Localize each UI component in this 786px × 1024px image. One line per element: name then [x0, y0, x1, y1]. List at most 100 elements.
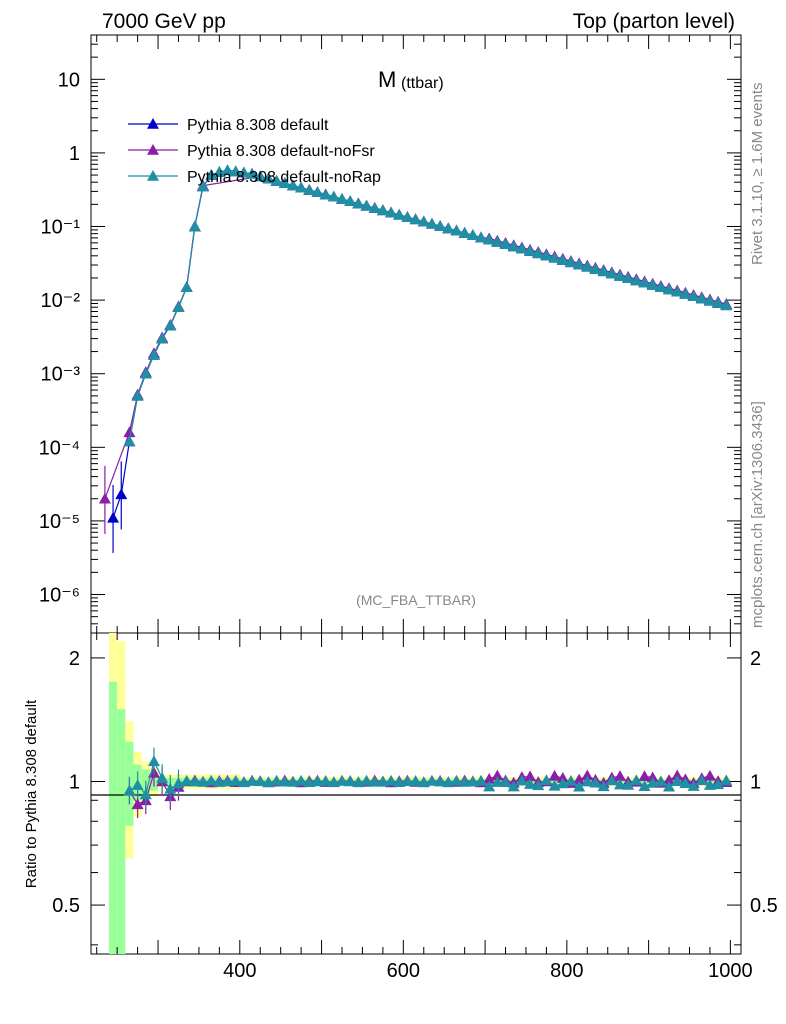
- series-marker: [540, 249, 553, 261]
- series-marker: [180, 281, 193, 292]
- ratio-marker: [499, 776, 512, 787]
- ratio-marker: [483, 780, 496, 792]
- series-line: [104, 175, 727, 500]
- series-marker: [278, 177, 291, 188]
- ratio-marker: [229, 774, 242, 786]
- ratio-marker: [466, 775, 479, 787]
- series-marker: [311, 186, 324, 198]
- series-marker: [597, 265, 610, 277]
- ratio-plot-panel: 2 2 1 1 0.5 0.5 400 600 800 1000 Ratio to Pythia…: [23, 632, 778, 982]
- series-marker: [336, 192, 349, 204]
- ratio-y-tick-label: 2: [69, 648, 80, 670]
- ratio-marker: [622, 778, 635, 790]
- y-tick-label: 10⁻²: [41, 290, 81, 312]
- series-marker: [205, 169, 218, 180]
- series-marker: [613, 269, 626, 281]
- legend-label: Pythia 8.308 default-noRap: [187, 169, 381, 186]
- ratio-marker: [156, 771, 169, 783]
- ratio-marker: [409, 775, 422, 786]
- series-marker: [679, 287, 692, 299]
- series-marker: [286, 179, 299, 191]
- series-marker: [237, 166, 250, 178]
- series-marker: [671, 285, 684, 297]
- ratio-marker: [638, 780, 651, 791]
- series-marker: [352, 197, 365, 209]
- ratio-marker: [131, 779, 144, 790]
- ratio-marker: [368, 775, 381, 787]
- y-tick-label: 10⁻⁶: [39, 585, 80, 607]
- ratio-marker: [213, 776, 226, 787]
- rivet-version-label: Rivet 3.1.10, ≥ 1.6M events: [749, 83, 766, 266]
- series-marker: [221, 164, 234, 176]
- ratio-marker: [573, 780, 586, 792]
- series-marker: [515, 242, 528, 254]
- series-marker: [229, 165, 242, 177]
- ratio-band-inner: [108, 681, 118, 954]
- x-tick-label: 1000: [708, 960, 753, 982]
- series-marker: [262, 172, 275, 184]
- main-x-axis: [96, 35, 731, 633]
- ratio-marker: [319, 774, 332, 786]
- ratio-marker: [581, 775, 594, 787]
- ratio-y-axis: 2 2 1 1 0.5 0.5: [52, 648, 778, 946]
- ratio-marker: [507, 780, 520, 792]
- legend-label: Pythia 8.308 default-noFsr: [187, 143, 375, 160]
- legend-marker: [147, 144, 159, 155]
- ratio-marker: [663, 780, 676, 792]
- ratio-marker: [671, 775, 684, 786]
- ratio-y-label: Ratio to Pythia 8.308 default: [23, 699, 40, 888]
- series-marker: [327, 190, 340, 202]
- x-tick-label: 400: [223, 960, 256, 982]
- ratio-plot-frame: [90, 632, 742, 955]
- series-marker: [319, 188, 332, 200]
- series-marker: [98, 492, 111, 504]
- series-marker: [630, 274, 643, 286]
- ratio-marker: [491, 769, 504, 781]
- ratio-marker: [515, 774, 528, 786]
- main-y-axis: 10 1 10⁻¹ 10⁻² 10⁻³ 10⁻⁴ 10⁻⁵ 10⁻⁶: [39, 34, 741, 634]
- plot-title-sub: (ttbar): [401, 75, 444, 92]
- ratio-y-tick-label: 1: [750, 771, 761, 793]
- series-marker: [663, 283, 676, 295]
- ratio-marker: [425, 774, 438, 786]
- ratio-y-tick-label: 1: [69, 771, 80, 793]
- series-line: [128, 169, 727, 442]
- mcplots-label: mcplots.cern.ch [arXiv:1306.3436]: [749, 401, 766, 628]
- main-plot-panel: 10 1 10⁻¹ 10⁻² 10⁻³ 10⁻⁴ 10⁻⁵ 10⁻⁶ M (ttbar) (M…: [39, 34, 742, 634]
- ratio-marker: [695, 774, 708, 786]
- ratio-marker: [205, 774, 218, 786]
- ratio-marker: [254, 775, 267, 787]
- x-tick-label: 600: [387, 960, 420, 982]
- ratio-y-tick-label: 0.5: [52, 895, 80, 917]
- ratio-marker: [638, 770, 651, 781]
- ratio-marker: [613, 770, 626, 781]
- series-marker: [246, 167, 259, 179]
- series-marker: [466, 229, 479, 240]
- ratio-band-inner: [117, 709, 126, 954]
- ratio-marker: [532, 779, 545, 791]
- ratio-marker: [139, 788, 152, 800]
- legend-label: Pythia 8.308 default: [187, 117, 329, 134]
- ratio-marker: [540, 774, 553, 786]
- series-marker: [156, 332, 169, 344]
- series-marker: [139, 367, 152, 379]
- series-marker: [393, 208, 406, 220]
- series-marker: [123, 426, 136, 438]
- series-marker: [434, 220, 447, 231]
- ratio-marker: [679, 777, 692, 788]
- ratio-marker: [613, 778, 626, 790]
- series-marker: [295, 181, 308, 193]
- series-marker: [573, 258, 586, 270]
- series-marker: [507, 240, 520, 252]
- series-marker: [491, 235, 504, 247]
- ratio-marker: [663, 774, 676, 785]
- ratio-marker: [278, 775, 291, 787]
- ratio-marker: [221, 775, 234, 787]
- series-marker: [164, 319, 177, 331]
- legend-marker: [147, 170, 159, 181]
- series-marker: [360, 199, 373, 211]
- header-right: Top (parton level): [573, 10, 735, 33]
- ratio-uncertainty-bands: [108, 633, 731, 954]
- ratio-x-axis: 400 600 800 1000: [96, 633, 753, 982]
- series-marker: [687, 290, 700, 302]
